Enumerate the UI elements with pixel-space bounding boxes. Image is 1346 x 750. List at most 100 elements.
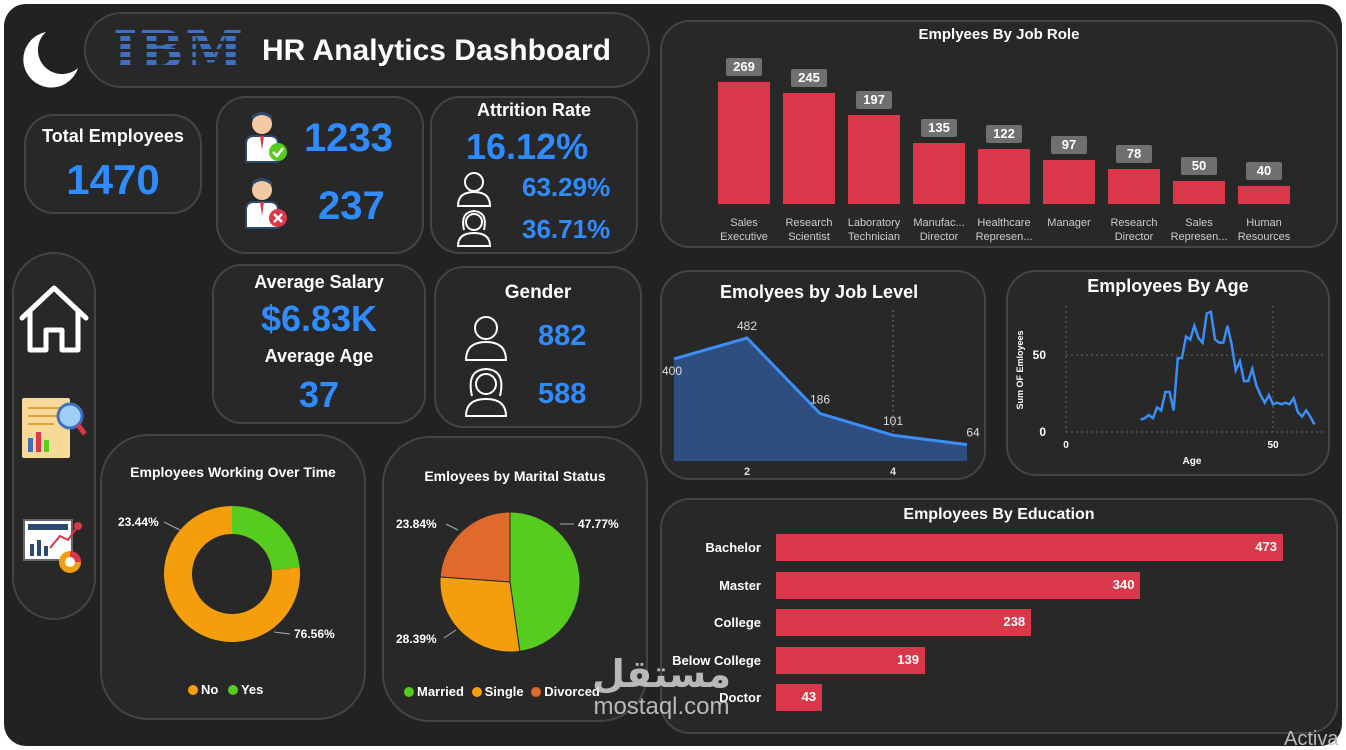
chart-education: Employees By Education Bachelor 473 Master… [660,498,1338,734]
marital-value-label: 28.39% [396,632,437,646]
left-employee-icon [245,178,287,229]
legend-married: Married [417,684,464,699]
ibm-logo: IBM [113,19,245,81]
job-role-bar [1043,160,1095,204]
job-level-value-label: 400 [662,364,682,378]
avg-age-label: Average Age [264,346,374,366]
education-bar: 340 [776,571,1141,599]
female-icon [464,367,508,417]
male-icon [464,316,508,361]
active-employees-value: 1233 [304,116,393,160]
legend-yes: Yes [240,682,264,697]
job-level-value-label: 101 [883,414,903,428]
avg-salary-label: Average Salary [254,272,384,292]
job-role-bar [1108,168,1160,204]
attrition-female-pct: 36.71% [522,214,611,244]
job-level-area [674,338,967,461]
marital-value-label: 23.84% [396,517,437,531]
legend-no: No [201,682,219,697]
x-axis-label: Age [1183,456,1202,467]
job-role-tick-label: Laboratory Technician [847,217,901,243]
watermark: مستقل mostaql.com [592,654,731,720]
education-value-label: 340 [1112,576,1135,592]
left-employees-value: 237 [318,184,385,228]
job-role-value-label: 245 [791,68,827,87]
legend-yes-swatch [227,685,238,695]
legend-single: Single [484,684,524,699]
overtime-value-label: 23.44% [118,515,159,529]
education-bar: 473 [776,534,1283,561]
job-role-value-label: 97 [1051,136,1087,154]
kpi-attrition-rate: Attrition Rate 16.12% 63.29% 36.71% [430,96,638,254]
education-bar: 43 [776,684,823,711]
kpi-total-employees: Total Employees 1470 [24,114,202,214]
education-category-label: Master [719,577,761,593]
watermark-latin: mostaql.com [593,693,730,720]
chart-age: Employees By Age 0 50 0 50 Age Sum OF Emloyee… [1006,270,1330,476]
education-category-label: Doctor [719,690,761,705]
chart-job-level: Emolyees by Job Level 400 482 186 101 64 2 4 [660,270,986,480]
job-role-bar [1173,181,1225,204]
chart-title: Employees By Education [903,506,1095,523]
chart-title: Employees By Age [1087,276,1249,296]
sidebar-nav [12,252,96,620]
job-role-tick-label: Sales Represen... [1170,217,1228,243]
education-bar: 238 [776,609,1032,636]
report-icon[interactable] [18,392,88,464]
job-role-tick-label: Healthcare Represen... [975,217,1033,243]
education-value-label: 139 [897,651,919,667]
age-line [1140,310,1316,425]
chart-title: Employees Working Over Time [130,464,336,480]
chart-job-role: Emplyees By Job Role 269 Sales Executive 2… [660,20,1338,248]
total-employees-label: Total Employees [42,126,184,146]
gender-label: Gender [504,282,572,303]
marital-slice [439,576,521,653]
job-role-tick-label: Sales Executive [720,217,768,243]
job-role-bar [913,142,965,204]
active-employee-icon [245,112,287,163]
legend-single-swatch [471,687,482,697]
job-role-bar [783,92,835,204]
education-value-label: 238 [1003,614,1026,629]
marital-legend: Married Single Divorced [404,684,600,699]
chart-title: Emolyees by Job Level [720,282,919,302]
job-role-value-label: 269 [726,58,762,76]
job-role-value-label: 135 [921,118,957,137]
job-role-value-label: 78 [1116,144,1152,163]
job-role-value-label: 197 [856,90,892,109]
education-value-label: 473 [1255,539,1277,554]
legend-no-swatch [188,685,198,695]
job-role-tick-label: Human Resources [1237,217,1291,243]
overtime-slice [164,506,300,642]
home-icon[interactable] [16,280,92,356]
leader-line [163,521,181,531]
education-category-label: Below College [672,652,761,668]
job-role-value-label: 50 [1181,157,1217,176]
x-tick-label: 0 [1063,440,1069,451]
os-activation-overlay: Activa [1284,728,1339,750]
leader-line [443,629,457,639]
job-role-tick-label: Research Scientist [785,217,833,243]
attrition-label: Attrition Rate [477,100,591,120]
leader-line [445,523,459,531]
kpi-gender: Gender 882 588 [434,266,642,428]
moon-icon[interactable] [16,28,82,94]
job-role-tick-label: Research Director [1110,217,1158,243]
page-title: HR Analytics Dashboard [262,34,611,67]
job-role-value-label: 122 [986,124,1022,143]
male-icon [456,172,492,207]
x-tick-label: 2 [744,466,750,478]
analytics-icon[interactable] [20,514,90,578]
job-level-value-label: 482 [737,319,757,333]
chart-overtime: Employees Working Over Time 76.56% 23.44%… [100,434,366,720]
education-category-label: Bachelor [705,540,761,555]
marital-slice [439,511,511,583]
gender-male-value: 882 [538,320,587,352]
overtime-value-label: 76.56% [294,627,335,641]
kpi-salary-age: Average Salary $6.83K Average Age 37 [212,264,426,424]
attrition-male-pct: 63.29% [522,172,611,202]
job-role-value-label: 40 [1246,161,1282,180]
marital-value-label: 47.77% [578,517,619,531]
job-role-tick-label: Manufac... Director [913,217,965,243]
education-value-label: 43 [801,689,817,704]
